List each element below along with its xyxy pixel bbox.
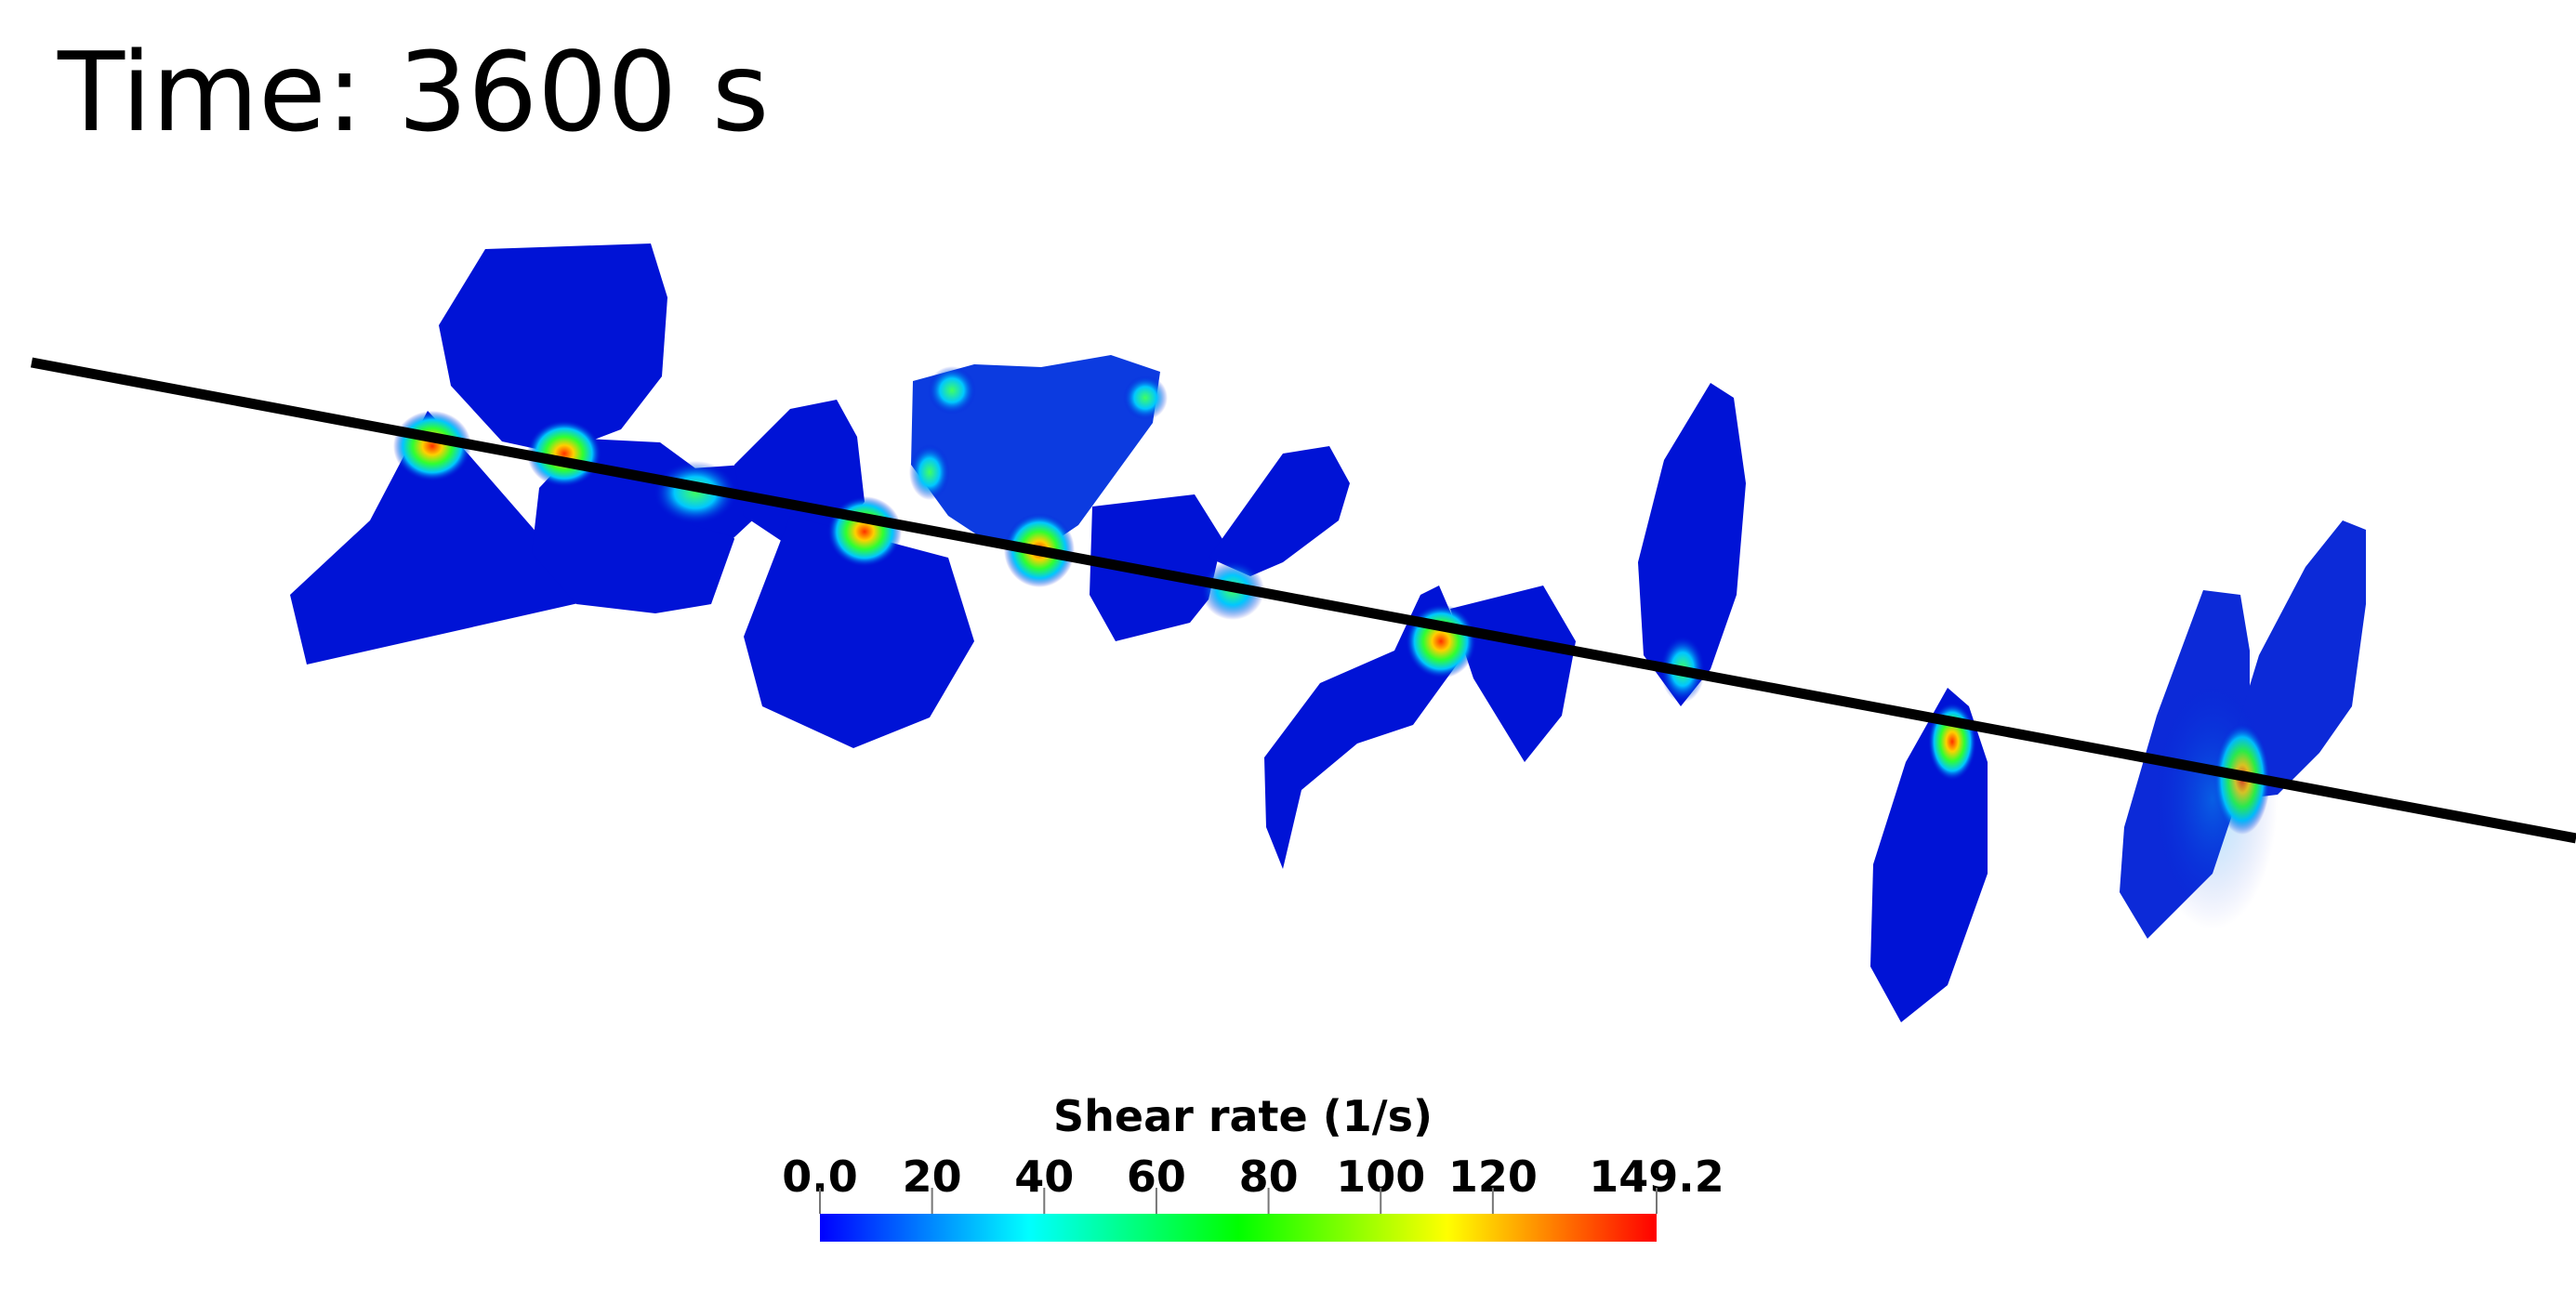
impeller-blades	[290, 243, 2366, 1022]
impeller-4-blade-right	[1450, 586, 1576, 762]
impeller-shaft	[30, 357, 2576, 844]
impeller-1-blade-lower	[290, 411, 595, 665]
shear-hotspots	[393, 366, 2278, 929]
colorbar-tick-labels: 0.0 20 40 60 80 100 120 149.2	[782, 1152, 1724, 1202]
impeller-3-blade-upper	[911, 355, 1160, 550]
colorbar-gradient	[820, 1214, 1657, 1242]
impeller-2-blade-lower	[744, 516, 974, 748]
colorbar: Shear rate (1/s) 0.0 20 40 60 80 100 120 149.2	[782, 1091, 1724, 1242]
colorbar-ticks	[819, 1188, 1658, 1214]
time-label: Time: 3600 s	[57, 28, 769, 156]
impeller-5-blade-upper	[1638, 383, 1746, 706]
impeller-1-blade-upper	[439, 243, 667, 454]
colorbar-title: Shear rate (1/s)	[1053, 1091, 1433, 1141]
impeller-3-blade-right	[1209, 446, 1350, 576]
